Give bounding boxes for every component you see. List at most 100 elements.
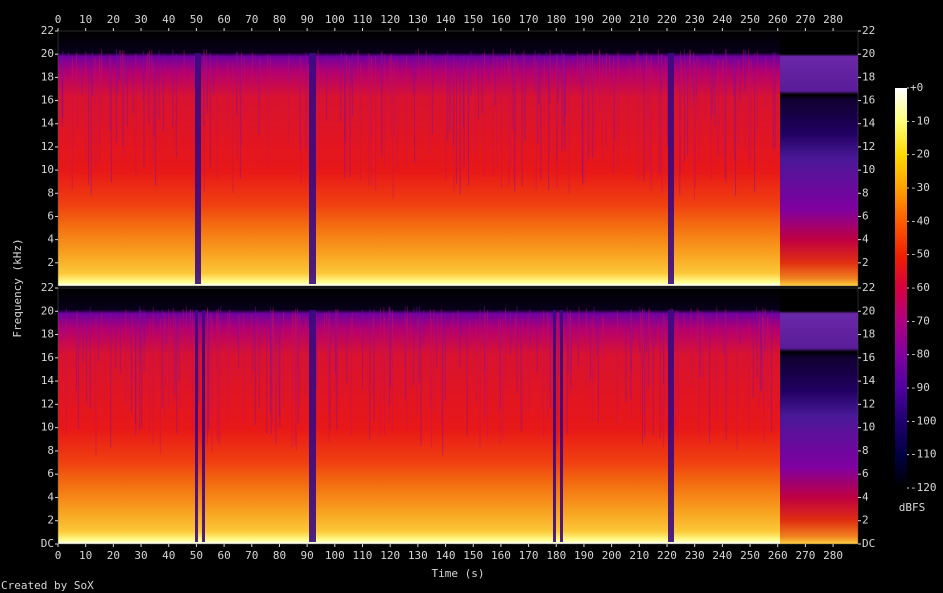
y-tick-label-right: 16 [862, 351, 875, 364]
x-tick-label: 230 [685, 549, 705, 562]
y-tick-label: 22 [41, 281, 54, 294]
panel-frame [57, 287, 859, 545]
colorbar-tick-label: -20 [910, 148, 930, 161]
spectrogram-image [58, 31, 780, 286]
y-tick-label-right: 6 [862, 467, 869, 480]
spectrogram-image-tail [780, 288, 858, 544]
x-tick-label: 100 [325, 549, 345, 562]
y-tick-label-right: 18 [862, 70, 875, 83]
x-tick-label: 30 [134, 549, 147, 562]
x-tick-label: 270 [795, 549, 815, 562]
silence-gap [309, 310, 316, 542]
x-tick-label-top: 100 [325, 13, 345, 26]
y-tick-label: 8 [47, 444, 54, 457]
y-tick-label-right: DC [862, 537, 875, 550]
colorbar [895, 88, 907, 488]
x-tick-label-top: 60 [217, 13, 230, 26]
spectrogram-image [58, 288, 780, 544]
x-tick-label: 50 [190, 549, 203, 562]
panel-frame [57, 30, 859, 287]
colorbar-tick-label: -90 [910, 381, 930, 394]
silence-gap [202, 310, 205, 542]
y-tick-label: 18 [41, 70, 54, 83]
x-tick-label: 180 [546, 549, 566, 562]
y-tick-label: 6 [47, 467, 54, 480]
y-tick-label: 6 [47, 209, 54, 222]
x-tick-label-top: 40 [162, 13, 175, 26]
colorbar-tick-label: -100 [910, 414, 937, 427]
x-tick-label: 0 [55, 549, 62, 562]
y-tick-label: 20 [41, 304, 54, 317]
silence-gap [553, 310, 556, 542]
x-axis-label: Time (s) [432, 567, 485, 580]
colorbar-tick-label: -10 [910, 114, 930, 127]
y-tick-label: 12 [41, 397, 54, 410]
x-tick-label-top: 280 [823, 13, 843, 26]
y-tick-label-right: 10 [862, 421, 875, 434]
y-tick-label-right: 2 [862, 256, 869, 269]
x-tick-label: 280 [823, 549, 843, 562]
y-tick-label-right: 10 [862, 163, 875, 176]
x-tick-label: 120 [380, 549, 400, 562]
x-tick-label-top: 200 [602, 13, 622, 26]
y-tick-label-right: 12 [862, 140, 875, 153]
y-axis-label: Frequency (kHz) [11, 238, 24, 337]
y-tick-label-right: 16 [862, 94, 875, 107]
y-tick-label: 22 [41, 24, 54, 37]
colorbar-tick-label: +0 [910, 81, 923, 94]
x-tick-label: 190 [574, 549, 594, 562]
colorbar-tick-label: -70 [910, 314, 930, 327]
x-tick-label: 210 [629, 549, 649, 562]
x-tick-label-top: 130 [408, 13, 428, 26]
x-tick-label: 250 [740, 549, 760, 562]
y-tick-label: 18 [41, 328, 54, 341]
y-tick-label: 2 [47, 514, 54, 527]
y-tick-label-right: 8 [862, 444, 869, 457]
credit: Created by SoX [1, 579, 94, 592]
y-tick-label: 12 [41, 140, 54, 153]
y-tick-label: 20 [41, 47, 54, 60]
y-tick-label: DC [41, 537, 54, 550]
colorbar-tick-label: -50 [910, 248, 930, 261]
y-tick-label-right: 22 [862, 281, 875, 294]
x-tick-label: 80 [273, 549, 286, 562]
x-tick-label: 110 [353, 549, 373, 562]
x-tick-label: 20 [107, 549, 120, 562]
y-tick-label-right: 14 [862, 374, 876, 387]
spectrogram-panel [57, 287, 859, 545]
x-tick-label-top: 50 [190, 13, 203, 26]
x-tick-label-top: 120 [380, 13, 400, 26]
y-tick-label: 14 [41, 374, 55, 387]
x-tick-label: 10 [79, 549, 92, 562]
y-tick-label: 4 [47, 490, 54, 503]
x-tick-label-top: 160 [491, 13, 511, 26]
x-tick-label: 90 [301, 549, 314, 562]
x-tick-label-top: 70 [245, 13, 258, 26]
y-tick-label-right: 20 [862, 304, 875, 317]
x-tick-label-top: 230 [685, 13, 705, 26]
x-tick-label-top: 20 [107, 13, 120, 26]
x-tick-label-top: 180 [546, 13, 566, 26]
x-tick-label-top: 110 [353, 13, 373, 26]
silence-gap [668, 310, 674, 542]
x-tick-label-top: 80 [273, 13, 286, 26]
colorbar-tick-label: -40 [910, 214, 930, 227]
y-tick-label: 14 [41, 117, 55, 130]
y-tick-label-right: 14 [862, 117, 876, 130]
x-tick-label-top: 10 [79, 13, 92, 26]
silence-gap [195, 53, 201, 284]
spectrogram-panel [57, 30, 859, 287]
y-tick-label-right: 4 [862, 490, 869, 503]
colorbar-tick-label: -60 [910, 281, 930, 294]
y-tick-label: 16 [41, 351, 54, 364]
x-tick-label-top: 260 [768, 13, 788, 26]
colorbar-label: dBFS [899, 501, 926, 514]
x-tick-label: 170 [519, 549, 539, 562]
x-tick-label: 200 [602, 549, 622, 562]
x-tick-label: 160 [491, 549, 511, 562]
x-tick-label: 130 [408, 549, 428, 562]
colorbar-tick-label: -120 [910, 481, 937, 494]
x-tick-label-top: 0 [55, 13, 62, 26]
x-tick-label-top: 220 [657, 13, 677, 26]
x-tick-label-top: 30 [134, 13, 147, 26]
